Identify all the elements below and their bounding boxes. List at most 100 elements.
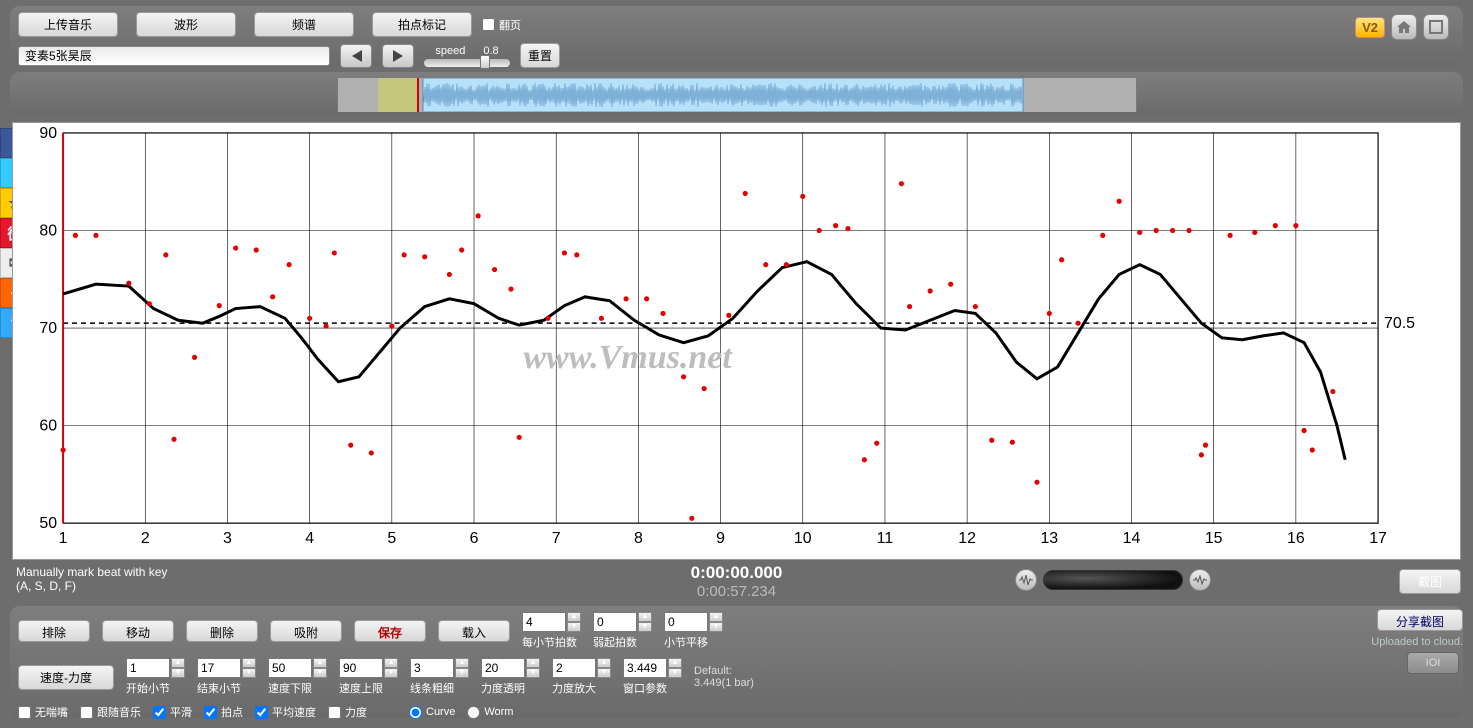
title-input[interactable] — [18, 46, 330, 66]
tab-3[interactable]: 拍点标记 — [372, 12, 472, 37]
radio-Curve[interactable]: Curve — [409, 706, 455, 719]
time-total: 0:00:57.234 — [691, 583, 783, 600]
ctrl-删除[interactable]: 删除 — [186, 620, 258, 642]
ctrl-载入[interactable]: 载入 — [438, 620, 510, 642]
home-icon[interactable] — [1391, 14, 1417, 40]
version-badge: V2 — [1355, 17, 1385, 38]
step-down[interactable]: ▼ — [313, 668, 327, 678]
step-down[interactable]: ▼ — [526, 668, 540, 678]
field-弱起拍数: ▲▼弱起拍数 — [593, 612, 652, 650]
info-bar: Manually mark beat with key (A, S, D, F)… — [12, 563, 1461, 601]
ioi-button[interactable]: IOI — [1407, 652, 1459, 674]
wave-start-icon[interactable] — [1015, 569, 1037, 591]
check-无喘嘴[interactable]: 无喘嘴 — [18, 704, 68, 720]
check-label: 无喘嘴 — [35, 704, 68, 720]
fullscreen-icon[interactable] — [1423, 14, 1449, 40]
step-up[interactable]: ▲ — [668, 658, 682, 668]
svg-text:7: 7 — [552, 530, 561, 547]
field-速度上限: ▲▼速度上限 — [339, 658, 398, 696]
field-label: 开始小节 — [126, 680, 170, 696]
wave-end-icon[interactable] — [1189, 569, 1211, 591]
prev-button[interactable] — [340, 44, 372, 68]
check-label: 拍点 — [221, 704, 243, 720]
field-力度透明: ▲▼力度透明 — [481, 658, 540, 696]
top-toolbar: 上传音乐波形频谱拍点标记 翻页 speed0.8 重置 V2 — [10, 6, 1463, 66]
field-每小节拍数: ▲▼ 每小节拍数 — [522, 612, 581, 650]
speed-slider[interactable] — [424, 59, 510, 67]
step-down[interactable]: ▼ — [709, 622, 723, 632]
step-up[interactable]: ▲ — [567, 612, 581, 622]
input-窗口参数[interactable] — [623, 658, 667, 678]
field-label: 结束小节 — [197, 680, 241, 696]
input-速度上限[interactable] — [339, 658, 383, 678]
check-label: 力度 — [345, 704, 367, 720]
input-弱起拍数[interactable] — [593, 612, 637, 632]
svg-text:16: 16 — [1287, 530, 1305, 547]
play-button[interactable] — [382, 44, 414, 68]
input-结束小节[interactable] — [197, 658, 241, 678]
check-跟随音乐[interactable]: 跟随音乐 — [80, 704, 141, 720]
ctrl-移动[interactable]: 移动 — [102, 620, 174, 642]
step-up[interactable]: ▲ — [313, 658, 327, 668]
svg-text:17: 17 — [1369, 530, 1387, 547]
check-label: 平均速度 — [272, 704, 316, 720]
step-up[interactable]: ▲ — [638, 612, 652, 622]
check-拍点[interactable]: 拍点 — [204, 704, 243, 720]
step-down[interactable]: ▼ — [668, 668, 682, 678]
scrub-track[interactable] — [1043, 570, 1183, 590]
input-力度透明[interactable] — [481, 658, 525, 678]
step-up[interactable]: ▲ — [455, 658, 469, 668]
ctrl-排除[interactable]: 排除 — [18, 620, 90, 642]
step-down[interactable]: ▼ — [242, 668, 256, 678]
waveform-strip — [10, 72, 1463, 116]
flip-checkbox[interactable]: 翻页 — [482, 17, 521, 33]
step-down[interactable]: ▼ — [455, 668, 469, 678]
check-label: 平滑 — [170, 704, 192, 720]
radio-label: Worm — [484, 706, 513, 718]
svg-text:5: 5 — [387, 530, 396, 547]
step-up[interactable]: ▲ — [171, 658, 185, 668]
waveform-track[interactable] — [337, 77, 1137, 111]
ctrl-吸附[interactable]: 吸附 — [270, 620, 342, 642]
hint-line2: (A, S, D, F) — [16, 579, 167, 593]
step-up[interactable]: ▲ — [384, 658, 398, 668]
input-开始小节[interactable] — [126, 658, 170, 678]
svg-text:90: 90 — [39, 125, 57, 142]
screenshot-button[interactable]: 截图 — [1399, 569, 1461, 594]
step-up[interactable]: ▲ — [597, 658, 611, 668]
svg-text:4: 4 — [305, 530, 314, 547]
input-线条粗细[interactable] — [410, 658, 454, 678]
input-小节平移[interactable] — [664, 612, 708, 632]
input-速度下限[interactable] — [268, 658, 312, 678]
check-力度[interactable]: 力度 — [328, 704, 367, 720]
field-label: 每小节拍数 — [522, 634, 577, 650]
share-button[interactable]: 分享截图 — [1377, 609, 1463, 631]
svg-text:50: 50 — [39, 515, 57, 532]
step-down[interactable]: ▼ — [384, 668, 398, 678]
step-up[interactable]: ▲ — [526, 658, 540, 668]
tab-2[interactable]: 频谱 — [254, 12, 354, 37]
tab-0[interactable]: 上传音乐 — [18, 12, 118, 37]
input-力度放大[interactable] — [552, 658, 596, 678]
check-平均速度[interactable]: 平均速度 — [255, 704, 316, 720]
step-down[interactable]: ▼ — [567, 622, 581, 632]
tempo-dynamics-button[interactable]: 速度-力度 — [18, 665, 114, 690]
radio-Worm[interactable]: Worm — [467, 706, 513, 719]
check-平滑[interactable]: 平滑 — [153, 704, 192, 720]
reset-button[interactable]: 重置 — [520, 43, 560, 68]
step-up[interactable]: ▲ — [242, 658, 256, 668]
svg-text:70.5: 70.5 — [1384, 315, 1415, 332]
upload-status: Uploaded to cloud. — [1371, 636, 1463, 648]
input-每小节拍数[interactable] — [522, 612, 566, 632]
step-down[interactable]: ▼ — [171, 668, 185, 678]
step-down[interactable]: ▼ — [638, 622, 652, 632]
svg-text:70: 70 — [39, 320, 57, 337]
step-down[interactable]: ▼ — [597, 668, 611, 678]
tab-1[interactable]: 波形 — [136, 12, 236, 37]
svg-text:11: 11 — [877, 530, 894, 547]
field-label: 弱起拍数 — [593, 634, 637, 650]
step-up[interactable]: ▲ — [709, 612, 723, 622]
tempo-chart: 1234567891011121314151617506070809070.5 … — [12, 122, 1461, 560]
field-线条粗细: ▲▼线条粗细 — [410, 658, 469, 696]
ctrl-保存[interactable]: 保存 — [354, 620, 426, 642]
